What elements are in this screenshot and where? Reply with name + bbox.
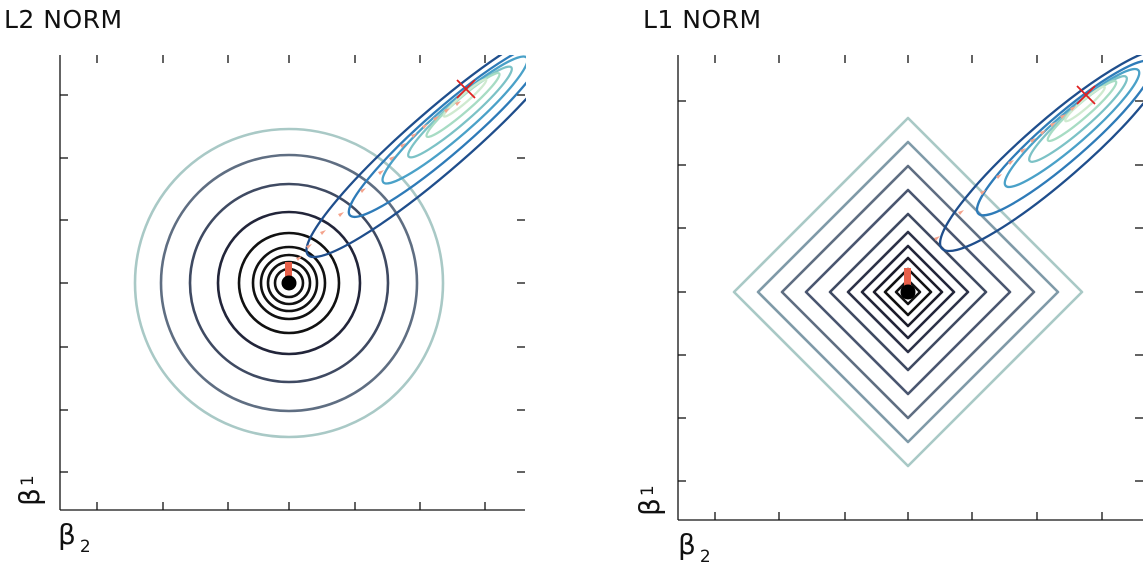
l2-origin-dot — [281, 275, 297, 291]
loss-contour — [305, 55, 526, 259]
loss-contour — [938, 55, 1143, 253]
loss-contour — [975, 59, 1143, 217]
l2-contour-ring — [159, 153, 419, 413]
l2-loss-contours — [305, 55, 526, 259]
l1-loss-contours — [938, 55, 1143, 253]
l2-contour-ring — [188, 182, 390, 384]
l1-contour-diamond — [894, 278, 922, 306]
l2-unregularized-optimum-marker — [456, 79, 476, 99]
l1-unregularized-optimum-marker — [1076, 85, 1096, 105]
l1-contour-diamond — [732, 116, 1084, 468]
panel-title-l1: L1 NORM — [643, 5, 762, 34]
loss-contour — [381, 55, 526, 185]
l1-contour-diamond — [780, 164, 1036, 420]
y-axis-label-l2: β1 — [13, 475, 46, 506]
l1-contour-diamond — [846, 230, 970, 354]
l1-contour-diamond — [756, 140, 1060, 444]
l1-contour-diamond — [828, 212, 988, 372]
l1-contour-diamond — [860, 244, 956, 340]
l2-optimization-path — [285, 101, 461, 282]
l1-optimization-path — [904, 106, 1076, 290]
l1-contour-diamond — [872, 256, 944, 328]
l2-contour-ring — [133, 127, 445, 439]
loss-contour — [347, 55, 526, 219]
l1-contour-diamond — [883, 267, 933, 317]
ticks-l2 — [60, 55, 525, 510]
loss-contour — [442, 78, 488, 118]
y-axis-label-l1: β1 — [633, 485, 666, 516]
l2-contour-ring — [259, 253, 319, 313]
l1-origin-dot — [900, 284, 916, 300]
l1-penalty-contours — [732, 116, 1084, 468]
ticks-l1 — [678, 55, 1143, 520]
l2-contour-ring — [237, 231, 341, 335]
l2-contour-ring — [216, 210, 362, 356]
panel-title-l2: L2 NORM — [4, 5, 123, 34]
loss-contour — [1064, 85, 1106, 123]
panel-l1: L1 NORM — [633, 5, 1143, 567]
l2-penalty-contours — [133, 127, 445, 439]
l1-contour-diamond — [804, 188, 1012, 396]
l2-contour-ring — [251, 245, 327, 321]
panel-l2: L2 NORM — [4, 5, 526, 557]
